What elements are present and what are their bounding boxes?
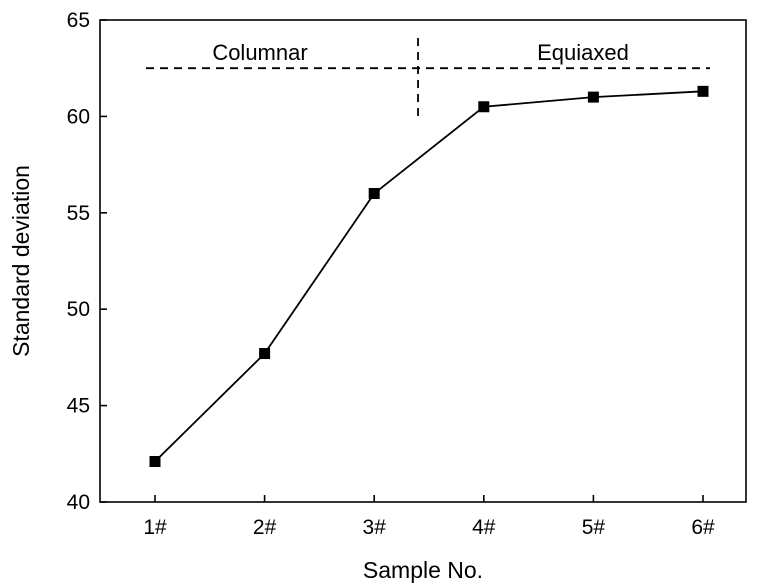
x-tick-label: 5# (582, 516, 606, 539)
y-tick-label: 55 (67, 202, 90, 225)
data-point (149, 456, 161, 468)
data-point (478, 101, 490, 113)
x-tick-label: 2# (253, 516, 277, 539)
x-axis-title: Sample No. (363, 557, 483, 583)
data-point (368, 188, 380, 200)
region-label-columnar: Columnar (212, 40, 307, 65)
y-tick-label: 65 (67, 9, 90, 32)
x-tick-label: 1# (143, 516, 167, 539)
x-tick-label: 3# (363, 516, 387, 539)
y-tick-label: 50 (67, 298, 90, 321)
y-tick-label: 45 (67, 395, 90, 418)
y-tick-label: 60 (67, 105, 90, 128)
region-annotations: Columnar Equiaxed (146, 38, 710, 118)
axes: 40 45 50 55 60 65 1# 2# 3# 4# 5# 6# (67, 9, 747, 539)
data-point (587, 91, 599, 103)
data-series (149, 85, 709, 468)
x-tick-label: 6# (691, 516, 715, 539)
series-line (154, 90, 704, 463)
region-label-equiaxed: Equiaxed (537, 40, 629, 65)
plot-frame (99, 19, 747, 503)
x-tick-label: 4# (472, 516, 496, 539)
data-point (697, 85, 709, 97)
data-point (259, 348, 271, 360)
y-tick-label: 40 (67, 491, 90, 514)
y-axis-title: Standard deviation (8, 165, 34, 357)
